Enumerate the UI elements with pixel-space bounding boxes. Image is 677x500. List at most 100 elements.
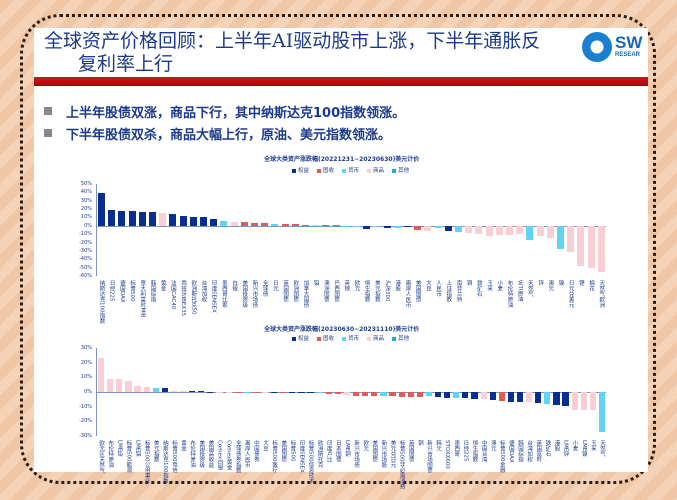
x-tick-label: 中国债券: [252, 440, 259, 462]
bar: [557, 225, 564, 250]
bar: [189, 216, 197, 226]
bar: [597, 225, 605, 272]
y-tick-label: 10%: [80, 374, 92, 381]
legend-swatch-icon: [392, 168, 397, 173]
x-tick-label: 美元指数: [152, 440, 159, 462]
y-tick-label: -30%: [79, 247, 92, 254]
bar: [526, 392, 533, 403]
legend-item-bond: 固收: [317, 334, 334, 342]
bar: [312, 224, 320, 226]
bar: [281, 224, 289, 226]
x-tick-label: 人民币: [435, 280, 442, 297]
bar: [580, 392, 587, 410]
square-bullet-icon: [44, 129, 52, 137]
bar: [210, 219, 218, 226]
legend-item-fx: 货币: [342, 334, 359, 342]
slide-title: 全球资产价格回顾：上半年AI驱动股市上涨，下半年通胀反 复利率上行: [44, 30, 584, 76]
bar: [332, 225, 340, 227]
bar: [179, 215, 187, 226]
bar: [271, 223, 279, 226]
bar: [383, 225, 391, 229]
x-tick-label: Comex黄金: [225, 440, 232, 471]
x-tick-label: 布伦特原油: [107, 440, 114, 468]
y-tick-label: -20%: [79, 418, 92, 425]
title-line-1: 全球资产价格回顾：上半年AI驱动股市上涨，下半年通胀反: [44, 30, 541, 52]
bar: [404, 225, 411, 228]
bar: [118, 210, 126, 226]
x-tick-label: LME锌: [562, 440, 569, 457]
x-tick-label: 日经225: [108, 280, 115, 302]
bar: [280, 392, 287, 393]
x-tick-label: 标普500: [129, 280, 136, 302]
y-tick-label: 20%: [80, 206, 92, 213]
x-tick-label: 日本国债: [334, 440, 341, 462]
x-tick-label: 印度SENSEX: [210, 280, 217, 313]
x-tick-label: 新兴市场国债: [425, 440, 432, 473]
x-tick-label: 沪深300: [384, 280, 391, 302]
x-tick-label: STOXX600: [444, 440, 451, 469]
bar: [444, 225, 452, 231]
x-tick-label: 铜: [465, 280, 472, 286]
legend-label: 固收: [323, 336, 335, 342]
bar: [562, 392, 569, 406]
legend-label: 商品: [373, 336, 385, 342]
x-tick-label: 英国国债: [282, 280, 289, 302]
chart-title: 全球大类资产涨跌幅(20221231~20230630)美元计价: [264, 156, 420, 163]
legend-item-commodity: 商品: [367, 166, 384, 174]
y-tick-label: 50%: [80, 181, 92, 187]
y-tick-label: -30%: [79, 433, 92, 439]
x-tick-label: 恒生指数: [363, 280, 370, 302]
x-tick-label: 全球债: [261, 280, 268, 297]
bar: [506, 225, 513, 235]
legend-swatch-icon: [317, 336, 322, 341]
x-tick-label: 锌: [537, 280, 544, 286]
bar: [516, 392, 524, 402]
bar: [475, 225, 483, 235]
x-tick-label: 铝: [312, 280, 319, 286]
x-tick-label: 德国DAX: [507, 440, 514, 463]
bar: [108, 209, 116, 226]
bar: [546, 225, 554, 239]
x-tick-label: 德国DAX: [118, 280, 125, 303]
chart-legend: 权益 固收 货币 商品 其他: [292, 334, 409, 342]
x-tick-label: 澳元: [547, 280, 554, 291]
bar: [143, 386, 150, 392]
bar: [424, 225, 432, 231]
bar: [577, 225, 585, 266]
x-tick-label: 台湾加权: [200, 280, 207, 302]
x-tick-label: LME铅: [116, 440, 123, 457]
x-tick-label: 铁矿石: [475, 280, 482, 297]
x-tick-label: 新兴市场债: [251, 280, 258, 308]
bar: [434, 392, 442, 398]
decorative-dotted-frame: [20, 14, 656, 484]
bar: [125, 381, 132, 392]
bar: [134, 386, 141, 392]
header-red-bar: [34, 77, 648, 86]
x-tick-label: 西班牙IBEX35: [180, 280, 187, 317]
bar: [480, 392, 487, 400]
x-tick-label: 布伦特原油: [189, 440, 196, 468]
bar: [128, 211, 136, 226]
x-tick-label: 全球债券指数: [234, 440, 241, 473]
x-tick-label: 标普500公用事业: [143, 440, 150, 484]
legend-item-fx: 货币: [342, 166, 359, 174]
legend-item-equity: 权益: [292, 334, 309, 342]
x-tick-label: 标普500医疗: [271, 440, 278, 473]
bar: [398, 392, 405, 397]
x-tick-label: 澳洲国债: [322, 280, 329, 302]
legend-item-equity: 权益: [292, 166, 309, 174]
x-tick-label: 布伦特原油: [506, 280, 513, 308]
x-tick-label: 天然气欧洲: [598, 280, 605, 308]
bar: [462, 392, 469, 399]
legend-swatch-icon: [292, 168, 296, 173]
x-tick-label: 铜: [416, 440, 423, 446]
legend-item-other: 其他: [392, 334, 409, 342]
x-tick-label: LME镍: [580, 440, 587, 457]
x-tick-label: LME铝: [134, 440, 141, 457]
zero-line: [96, 392, 606, 393]
x-tick-label: WTI原油: [516, 280, 523, 302]
bar: [471, 392, 478, 399]
bar: [342, 225, 350, 227]
logo-text: SW: [615, 33, 643, 52]
x-tick-label: 韩元: [435, 440, 442, 451]
